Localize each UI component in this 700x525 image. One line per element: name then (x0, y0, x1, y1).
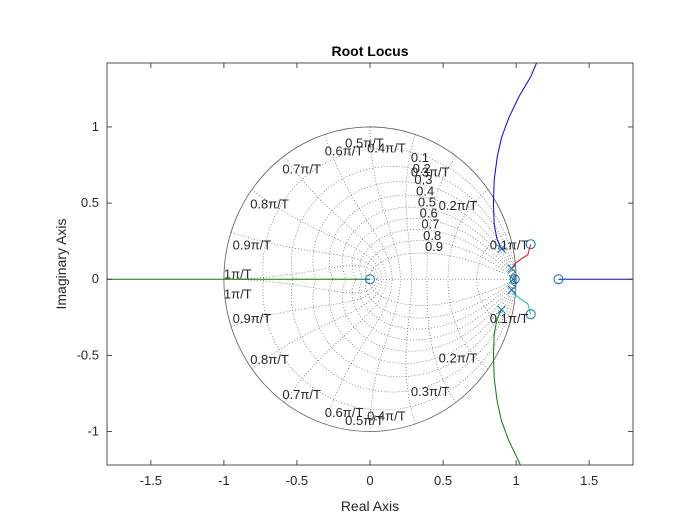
zero-marker (365, 274, 375, 285)
tick-layer: -1.5 -1 -0.5 0 0.5 1 1.5 -1 -0.5 0 0.5 1 (77, 63, 633, 488)
natural-frequency-label: 0.4π/T (367, 140, 406, 155)
natural-frequency-label: 0.9π/T (233, 238, 272, 253)
chart-title: Root Locus (332, 43, 409, 59)
natural-frequency-label-lower: 0.1π/T (490, 311, 529, 326)
y-axis-label: Imaginary Axis (53, 218, 69, 309)
x-tick-label: 0 (366, 473, 373, 488)
natural-frequency-label-lower: 0.8π/T (250, 352, 289, 367)
natural-frequency-label-lower: 0.6π/T (325, 405, 364, 420)
pole-marker (497, 305, 506, 315)
damping-spiral (329, 279, 517, 364)
natural-frequency-label: 1π/T (224, 267, 252, 282)
zero-marker (553, 274, 564, 285)
natural-frequency-label: 0.8π/T (250, 197, 289, 212)
natural-frequency-label: 0.7π/T (282, 162, 321, 177)
pole-marker (507, 264, 517, 273)
damping-spiral (341, 206, 517, 280)
damping-ratio-label: 0.6 (420, 206, 438, 221)
pole-stroke (497, 244, 506, 254)
damping-ratio-label: 0.2 (413, 161, 431, 176)
series-layer (107, 63, 633, 465)
x-tick-label: 1 (512, 473, 519, 488)
damping-ratio-label: 0.7 (421, 217, 439, 232)
damping-ratio-label: 0.9 (425, 239, 443, 254)
natural-frequency-label: 0.3π/T (411, 165, 450, 180)
x-tick-label: 0.5 (434, 473, 452, 488)
frequency-curve (447, 279, 489, 369)
frequency-curve (251, 189, 383, 280)
x-tick-label: -1 (218, 473, 230, 488)
damping-ratio-label: 0.5 (418, 194, 436, 209)
grid-label-layer: 0.10.20.30.40.50.60.70.80.9 0.1π/T 0.1π/T 0… (224, 136, 529, 428)
pole-stroke (508, 274, 518, 284)
locus-branch (511, 289, 532, 315)
frequency-curve (447, 189, 489, 280)
damping-spiral (359, 279, 517, 330)
natural-frequency-label: 0.5π/T (345, 136, 384, 151)
damping-ratio-label: 0.3 (414, 172, 432, 187)
natural-frequency-label-lower: 0.7π/T (282, 387, 321, 402)
locus-branch (492, 63, 538, 249)
zero-marker (525, 239, 536, 250)
marker-layer (365, 239, 564, 320)
y-tick-label: -1 (87, 424, 99, 439)
pole-marker (508, 274, 518, 284)
x-tick-label: 1.5 (580, 473, 598, 488)
frequency-curve (324, 134, 393, 280)
damping-ratio-label: 0.4 (416, 183, 434, 198)
damping-spiral (341, 279, 517, 352)
x-tick-label: -1.5 (140, 473, 162, 488)
damping-ratio-label: 0.1 (411, 150, 429, 165)
axes-box (106, 62, 634, 466)
natural-frequency-label-lower: 0.2π/T (439, 350, 478, 365)
y-tick-label: 1 (92, 119, 99, 134)
damping-spiral (312, 279, 517, 378)
zero-marker (509, 274, 520, 285)
pole-stroke (497, 305, 506, 315)
frequency-curve (324, 279, 393, 425)
pole-stroke (507, 285, 517, 295)
damping-spiral (329, 194, 517, 280)
natural-frequency-label: 0.1π/T (490, 238, 529, 253)
frequency-curve (230, 231, 379, 280)
natural-frequency-label-lower: 0.3π/T (411, 384, 450, 399)
y-tick-label: -0.5 (77, 347, 99, 362)
damping-ratio-label: 0.8 (423, 228, 441, 243)
y-tick-label: 0.5 (81, 195, 99, 210)
frequency-curve (426, 279, 457, 403)
frequency-curve (251, 279, 383, 369)
frequency-curve (426, 155, 457, 280)
pole-stroke (507, 264, 517, 273)
frequency-curve (230, 279, 379, 327)
damping-spiral (312, 181, 517, 280)
locus-branch (511, 244, 532, 269)
natural-frequency-label-lower: 0.4π/T (367, 408, 406, 423)
natural-frequency-label-lower: 0.9π/T (233, 311, 272, 326)
x-tick-label: -0.5 (286, 473, 308, 488)
locus-branch (492, 309, 521, 465)
pole-marker (497, 244, 506, 254)
damping-spiral (359, 229, 517, 280)
y-tick-label: 0 (92, 271, 99, 286)
frequency-curve (405, 279, 416, 425)
natural-frequency-label: 0.2π/T (439, 198, 478, 213)
natural-frequency-label-lower: 1π/T (224, 286, 252, 301)
pole-marker (507, 285, 517, 295)
natural-frequency-label-lower: 0.5π/T (345, 413, 384, 428)
frequency-curve (405, 134, 416, 280)
natural-frequency-label: 0.6π/T (325, 143, 364, 158)
x-axis-label: Real Axis (341, 498, 399, 514)
zero-marker (525, 309, 536, 320)
